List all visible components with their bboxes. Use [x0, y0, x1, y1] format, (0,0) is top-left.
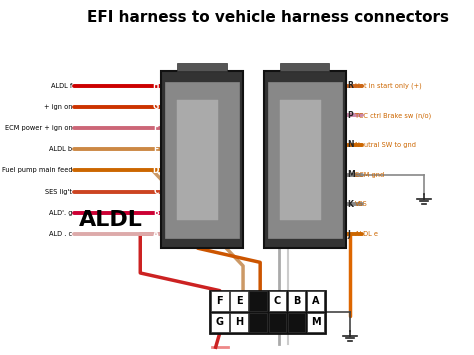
Bar	[280, 62, 329, 71]
Bar	[288, 291, 305, 311]
Text: EFI harness to vehicle harness connectors: EFI harness to vehicle harness connector…	[87, 10, 449, 24]
Text: ALDL f: ALDL f	[51, 83, 73, 88]
Bar	[230, 291, 248, 311]
Text: J: J	[347, 230, 350, 239]
Bar	[211, 313, 228, 332]
Bar	[230, 313, 248, 332]
Bar	[177, 100, 219, 220]
Text: ECM gnd: ECM gnd	[355, 172, 384, 178]
Text: A: A	[312, 296, 319, 306]
Bar	[210, 291, 325, 333]
Text: P: P	[347, 111, 353, 120]
Text: ALD'. g: ALD'. g	[49, 210, 73, 216]
Text: B: B	[153, 208, 159, 217]
Text: G: G	[153, 102, 159, 111]
Text: F: F	[154, 124, 159, 132]
Text: F: F	[217, 296, 223, 306]
Text: ALD . c: ALD . c	[49, 231, 73, 237]
Text: VSS: VSS	[355, 201, 368, 207]
Bar	[161, 71, 243, 248]
Text: + ign on: + ign on	[44, 104, 73, 110]
Text: Neutral SW to gnd: Neutral SW to gnd	[355, 142, 416, 148]
Bar	[269, 313, 286, 332]
Text: M: M	[311, 317, 320, 327]
Text: SES lig't: SES lig't	[46, 189, 73, 195]
Bar	[249, 313, 267, 332]
Text: ALDL b: ALDL b	[49, 146, 73, 152]
Text: E: E	[236, 296, 242, 306]
Bar	[268, 82, 342, 237]
Text: C: C	[153, 187, 159, 196]
Text: D: D	[152, 166, 159, 175]
Text: ALDL: ALDL	[79, 210, 143, 230]
Text: N: N	[347, 141, 354, 149]
Bar	[307, 291, 325, 311]
Bar	[269, 291, 286, 311]
Text: R: R	[347, 81, 353, 90]
Text: K: K	[347, 200, 353, 209]
Bar	[249, 291, 267, 311]
Text: A: A	[153, 230, 159, 239]
Text: ECM power + ign on: ECM power + ign on	[5, 125, 73, 131]
Bar	[280, 100, 321, 220]
Bar	[211, 291, 228, 311]
Text: H: H	[235, 317, 243, 327]
Bar	[307, 313, 325, 332]
Text: E: E	[154, 145, 159, 154]
Bar	[264, 71, 346, 248]
Text: B: B	[293, 296, 300, 306]
Text: Fuel pump main feed: Fuel pump main feed	[2, 168, 73, 174]
Text: M: M	[347, 170, 355, 179]
Bar	[177, 62, 227, 71]
Bar	[288, 313, 305, 332]
Text: ALDL e: ALDL e	[355, 231, 378, 237]
Text: G: G	[216, 317, 224, 327]
Text: C: C	[273, 296, 281, 306]
Bar	[165, 82, 239, 237]
Text: H: H	[152, 81, 159, 90]
Text: TCC ctrl Brake sw (n/o): TCC ctrl Brake sw (n/o)	[355, 112, 431, 119]
Text: Hot in start only (+): Hot in start only (+)	[355, 82, 422, 89]
